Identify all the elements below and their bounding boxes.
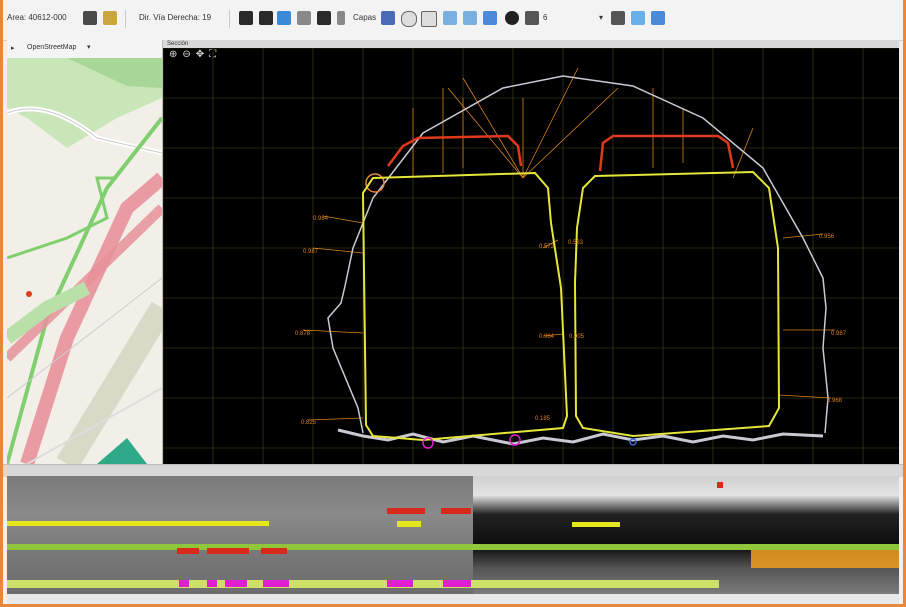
measurement-label: 0.968 bbox=[827, 398, 843, 404]
green-layer-band bbox=[7, 544, 899, 550]
layers-dropdown[interactable]: Capas bbox=[353, 13, 377, 22]
toolbar-separator bbox=[125, 10, 126, 28]
floor-profile bbox=[337, 428, 824, 446]
user-icon[interactable] bbox=[525, 11, 539, 25]
basemap-dropdown[interactable]: OpenStreetMap bbox=[27, 44, 77, 51]
measurement-label: 0.984 bbox=[539, 334, 555, 340]
rotate-icon[interactable] bbox=[277, 11, 291, 25]
screen-icon[interactable] bbox=[317, 11, 331, 25]
red-defect-mark bbox=[387, 508, 425, 514]
green-route bbox=[7, 116, 162, 464]
frame-icon[interactable] bbox=[239, 11, 253, 25]
water-area bbox=[97, 438, 147, 464]
red-defect-mark bbox=[207, 548, 249, 554]
section-viewer-header: Sección bbox=[163, 40, 899, 48]
orange-defect-mark bbox=[751, 550, 899, 568]
ruler-icon[interactable] bbox=[381, 11, 395, 25]
tunnel-cross-section: 0.984 0.987 0.878 0.825 0.572 0.984 0.18… bbox=[163, 48, 899, 464]
yellow-defect-mark bbox=[397, 521, 421, 527]
red-point-mark bbox=[717, 482, 723, 488]
chart-icon[interactable] bbox=[483, 11, 497, 25]
view-tools: ⊕ ⊖ ✥ ⛶ bbox=[169, 48, 216, 62]
person-icon[interactable] bbox=[103, 11, 117, 25]
save-icon[interactable] bbox=[259, 11, 273, 25]
track-label: Dir. Vía Derecha: 19 bbox=[139, 13, 212, 22]
measurement-label: 0.583 bbox=[568, 240, 584, 246]
measurement-label: 0.987 bbox=[303, 249, 319, 255]
section-viewer[interactable]: Sección ⊕ ⊖ ✥ ⛶ bbox=[163, 40, 899, 464]
yellow-defect-mark bbox=[572, 522, 620, 527]
layers-icon[interactable]: ▸ bbox=[11, 45, 15, 52]
grid-icon[interactable] bbox=[83, 11, 97, 25]
dimension-lines bbox=[302, 67, 835, 421]
status-footer bbox=[7, 594, 899, 604]
lower-band bbox=[7, 580, 719, 588]
street-map[interactable] bbox=[7, 58, 162, 464]
map-pane: ▸ OpenStreetMap ▾ bbox=[7, 40, 163, 464]
station-label: Area: 40612-000 bbox=[7, 13, 67, 22]
highlight-circle bbox=[365, 173, 385, 193]
magenta-mark bbox=[263, 580, 289, 587]
floor-markers bbox=[422, 434, 637, 449]
zoom-out-icon[interactable]: ⊖ bbox=[182, 49, 191, 60]
clearance-gauge-right bbox=[573, 170, 781, 438]
number-dropdown[interactable]: 6 bbox=[543, 13, 548, 22]
copy-icon[interactable] bbox=[443, 11, 457, 25]
measurement-label: 0.185 bbox=[535, 416, 551, 422]
toolbar: Area: 40612-000 Dir. Vía Derecha: 19 Cap… bbox=[3, 0, 903, 41]
lasso-icon[interactable] bbox=[297, 11, 311, 25]
scan-strip[interactable] bbox=[7, 476, 899, 604]
measurement-label: 0.878 bbox=[295, 331, 311, 337]
upper-gauge-right bbox=[598, 134, 735, 172]
grid bbox=[163, 48, 899, 464]
pane-splitter[interactable] bbox=[3, 464, 903, 477]
globe-icon[interactable] bbox=[505, 11, 519, 25]
measurement-labels: 0.984 0.987 0.878 0.825 0.572 0.984 0.18… bbox=[295, 216, 847, 426]
magenta-mark bbox=[387, 580, 413, 587]
document-icon[interactable] bbox=[421, 11, 437, 27]
map-pane-header: ▸ OpenStreetMap ▾ bbox=[7, 40, 162, 59]
measurement-label: 0.984 bbox=[313, 216, 329, 222]
toolbar-separator bbox=[229, 10, 230, 28]
measurement-label: 0.825 bbox=[301, 420, 317, 426]
red-defect-mark bbox=[177, 548, 199, 554]
chevron-down-icon[interactable]: ▾ bbox=[87, 44, 91, 51]
export-icon[interactable] bbox=[463, 11, 477, 25]
fit-view-icon[interactable]: ⛶ bbox=[209, 49, 217, 60]
measurement-label: 0.572 bbox=[539, 244, 555, 250]
info-icon[interactable] bbox=[401, 11, 417, 27]
edit-icon[interactable] bbox=[631, 11, 645, 25]
window-icon[interactable] bbox=[611, 11, 625, 25]
tunnel-outline bbox=[327, 75, 829, 434]
yellow-layer-band bbox=[7, 521, 269, 526]
pan-icon[interactable]: ✥ bbox=[195, 49, 205, 60]
zoom-in-icon[interactable]: ⊕ bbox=[169, 49, 178, 60]
dropdown-arrow-icon[interactable]: ▾ bbox=[599, 13, 604, 22]
magenta-mark bbox=[179, 580, 189, 587]
upper-gauge-left bbox=[387, 134, 523, 167]
cube-icon[interactable] bbox=[337, 11, 345, 25]
app-window: Area: 40612-000 Dir. Vía Derecha: 19 Cap… bbox=[3, 0, 903, 604]
clearance-gauge-left bbox=[361, 171, 569, 442]
magenta-mark bbox=[225, 580, 247, 587]
magenta-mark bbox=[207, 580, 217, 587]
magenta-mark bbox=[443, 580, 471, 587]
measurement-label: 0.987 bbox=[831, 331, 847, 337]
mobile-icon[interactable] bbox=[651, 11, 665, 25]
measurement-label: 0.905 bbox=[569, 334, 585, 340]
position-marker bbox=[26, 291, 32, 297]
red-defect-mark bbox=[261, 548, 287, 554]
red-defect-mark bbox=[441, 508, 471, 514]
measurement-label: 0.956 bbox=[819, 234, 835, 240]
